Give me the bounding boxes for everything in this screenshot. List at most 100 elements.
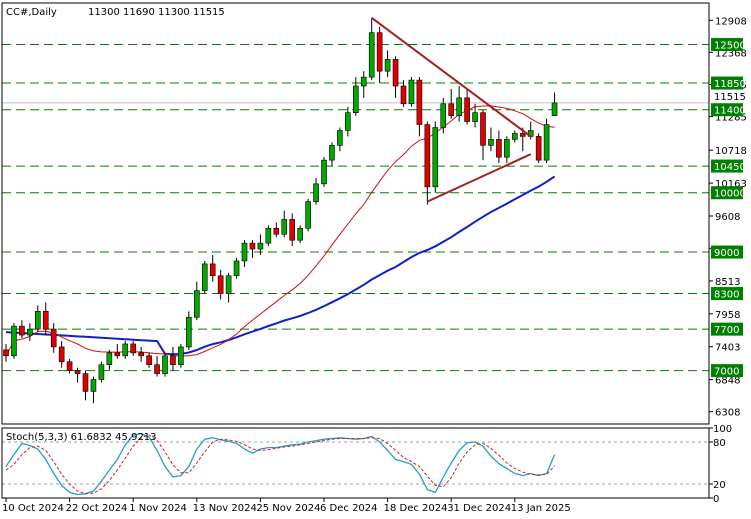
moving-averages [5, 105, 556, 357]
candle-bearish [416, 79, 423, 125]
level-label-box [711, 159, 743, 173]
level-label: 11400 [714, 106, 746, 117]
level-label: 10450 [714, 162, 746, 173]
level-label: 9000 [714, 248, 739, 259]
stoch-indicator-title: Stoch(5,3,3) 61.6832 45.9213 [6, 432, 157, 443]
candle-bearish [448, 103, 455, 116]
time-tick-label: 22 Oct 2024 [66, 503, 128, 514]
candle-bullish [384, 59, 391, 72]
time-tick-label: 18 Dec 2024 [384, 503, 448, 514]
candle-bullish [186, 316, 192, 348]
candle-bearish [138, 352, 144, 357]
candle-bearish [400, 85, 407, 105]
level-label: 8300 [714, 290, 739, 301]
level-label: 10000 [714, 189, 746, 200]
candle-bearish [42, 311, 49, 330]
ma-slow-line [5, 175, 556, 356]
candle-bullish [472, 112, 478, 122]
candle-bearish [130, 343, 136, 354]
support-resistance-levels [2, 44, 709, 372]
candle-bearish [464, 97, 470, 122]
candle-bullish [11, 325, 17, 357]
stoch-tick-label: 0 [713, 494, 719, 505]
level-label: 7000 [714, 367, 739, 378]
level-label-box [711, 76, 743, 90]
candle-bullish [345, 112, 351, 131]
candle-bearish [496, 139, 502, 158]
price-tick-label: 12908 [715, 16, 747, 27]
trendline [371, 17, 532, 138]
chart-symbol-title: CC#,Daily [6, 7, 57, 18]
candle-bearish [217, 275, 224, 294]
candle-bullish [122, 343, 129, 357]
current-price-box [711, 90, 743, 102]
candle-bullish [201, 263, 208, 291]
trendline [426, 153, 532, 203]
time-tick-label: 31 Dec 2024 [447, 503, 511, 514]
level-label: 12500 [714, 41, 746, 52]
candle-bearish [82, 373, 89, 392]
candle-bullish [194, 290, 200, 318]
price-tick-label: 9608 [715, 212, 740, 223]
price-tick-label: 10718 [715, 146, 747, 157]
level-label-box [711, 322, 743, 336]
candle-bearish [19, 325, 25, 336]
candle-bearish [74, 370, 81, 374]
candle-bullish [313, 183, 319, 202]
candle-bearish [424, 124, 431, 188]
level-label-box [711, 287, 743, 301]
candle-bullish [297, 228, 303, 241]
candle-bullish [551, 102, 558, 116]
candle-bullish [368, 32, 375, 78]
candle-bearish [535, 136, 542, 161]
stochastic-oscillator [2, 432, 709, 496]
candle-bullish [281, 219, 288, 235]
candle-bullish [305, 201, 311, 229]
stoch-tick-label: 80 [713, 438, 726, 449]
level-label-box [711, 38, 743, 52]
stoch-panel-border [1, 427, 710, 499]
candle-bullish [225, 275, 232, 294]
time-tick-label: 25 Nov 2024 [256, 503, 320, 514]
level-label-box [711, 245, 743, 259]
candle-bullish [504, 139, 510, 158]
candle-bullish [488, 139, 494, 146]
candle-bullish [98, 364, 105, 380]
price-tick-label: 6848 [715, 376, 740, 387]
level-labels: 12500 11850 11400 10450 10000 9000 8300 7700 700… [711, 38, 746, 378]
candle-bearish [66, 361, 73, 371]
level-label-box [711, 186, 743, 200]
candle-bearish [170, 355, 176, 366]
candle-bullish [34, 311, 41, 330]
candle-bullish [329, 145, 335, 161]
candle-bullish [543, 124, 550, 161]
stoch-signal-line [5, 434, 555, 495]
time-tick-label: 6 Dec 2024 [320, 503, 378, 514]
current-price-label: 11515 [714, 92, 746, 103]
candle-bearish [209, 263, 216, 277]
level-label-box [711, 364, 743, 378]
candle-bullish [321, 159, 327, 185]
candle-bearish [154, 364, 160, 374]
candle-bullish [360, 76, 367, 87]
price-panel-border [1, 2, 710, 425]
candle-bullish [440, 103, 447, 128]
candle-bullish [90, 379, 97, 392]
stoch-main-line [5, 432, 556, 496]
candle-bullish [257, 242, 264, 250]
candle-bullish [106, 352, 113, 366]
time-tick-label: 13 Jan 2025 [511, 503, 571, 514]
candle-bullish [178, 346, 184, 366]
ma-fast-line [5, 105, 555, 357]
level-label: 11850 [714, 79, 746, 90]
candle-bullish [241, 242, 248, 262]
price-tick-label: 6308 [715, 408, 740, 419]
candle-bullish [233, 260, 240, 277]
price-tick-label: 11285 [715, 113, 747, 124]
candle-bearish [289, 219, 296, 241]
candle-bearish [146, 355, 152, 366]
time-tick-label: 13 Nov 2024 [193, 503, 257, 514]
candle-bearish [376, 32, 383, 72]
chart-ohlc-readout: 11300 11690 11300 11515 [88, 7, 225, 18]
